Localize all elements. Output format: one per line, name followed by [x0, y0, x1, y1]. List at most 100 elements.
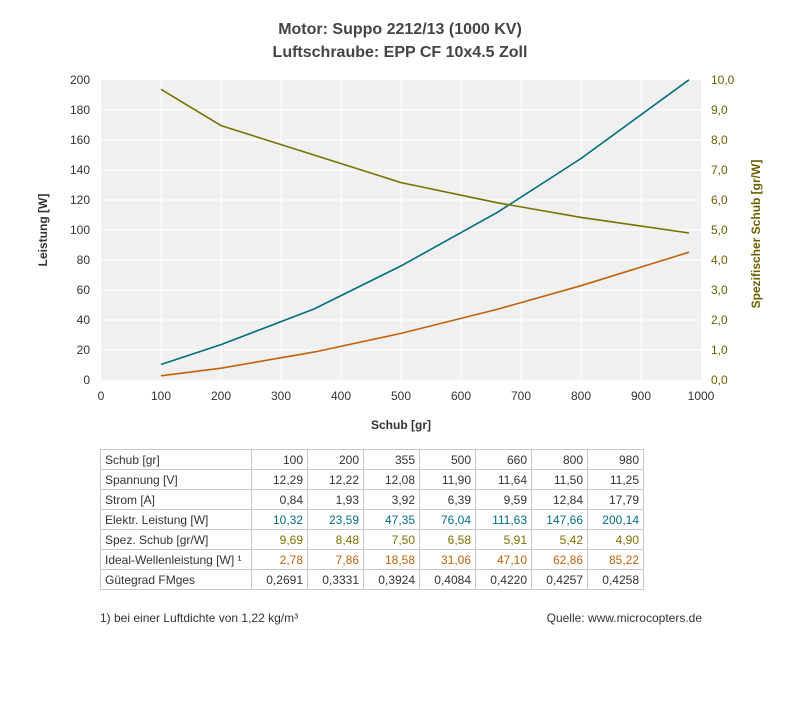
table-cell: 12,84	[531, 489, 588, 510]
y2-tick-label: 9,0	[711, 103, 728, 117]
table-cell: 17,79	[587, 489, 644, 510]
x-tick-label: 400	[331, 389, 351, 403]
row-label: Spez. Schub [gr/W]	[100, 529, 252, 550]
table-cell: 85,22	[587, 549, 644, 570]
table-cell: 8,48	[307, 529, 364, 550]
y2-tick-label: 7,0	[711, 163, 728, 177]
table-row: Strom [A] 0,84 1,93 3,92 6,39 9,59 12,84 17,79	[100, 489, 644, 510]
series-line-1	[160, 79, 690, 366]
axes: 0 100 200 300 400 500 600 700 800 900 1000 0 20 40 60 8…	[70, 73, 735, 403]
table-cell: 980	[587, 449, 644, 470]
table-cell: 9,69	[251, 529, 308, 550]
table-row: Elektr. Leistung [W] 10,32 23,59 47,35 76,04…	[100, 509, 644, 530]
table-cell: 7,50	[363, 529, 420, 550]
y-tick-label: 60	[77, 283, 91, 297]
chart-svg: 0 100 200 300 400 500 600 700 800 900 1000 0 20 40 60 8…	[36, 73, 763, 432]
table-cell: 100	[251, 449, 308, 470]
table-cell: 200	[307, 449, 364, 470]
table-cell: 5,91	[475, 529, 532, 550]
table-cell: 6,58	[419, 529, 476, 550]
table-cell: 0,4258	[587, 569, 644, 590]
y-tick-label: 200	[70, 73, 90, 87]
table-cell: 3,92	[363, 489, 420, 510]
table-cell: 12,29	[251, 469, 308, 490]
table-cell: 0,84	[251, 489, 308, 510]
table-cell: 800	[531, 449, 588, 470]
source-credit: Quelle: www.microcopters.de	[546, 611, 702, 625]
table-cell: 2,78	[251, 549, 308, 570]
table-cell: 0,4257	[531, 569, 588, 590]
y-tick-label: 140	[70, 163, 90, 177]
table-cell: 47,35	[363, 509, 420, 530]
table-cell: 47,10	[475, 549, 532, 570]
y2-tick-label: 6,0	[711, 193, 728, 207]
y-tick-label: 40	[77, 313, 91, 327]
table-cell: 23,59	[307, 509, 364, 530]
table-cell: 1,93	[307, 489, 364, 510]
title-line-2: Luftschraube: EPP CF 10x4.5 Zoll	[272, 44, 528, 61]
table-row: Ideal-Wellenleistung [W] ¹ 2,78 7,86 18,58 3…	[100, 549, 644, 570]
table-cell: 200,14	[587, 509, 644, 530]
y2-tick-label: 0,0	[711, 373, 728, 387]
x-tick-label: 500	[391, 389, 411, 403]
series-line-3	[160, 251, 690, 377]
table-cell: 12,22	[307, 469, 364, 490]
row-label: Gütegrad FMges	[100, 569, 252, 590]
table-row: Spez. Schub [gr/W] 9,69 8,48 7,50 6,58 5,91 5,…	[100, 529, 644, 550]
table-cell: 11,25	[587, 469, 644, 490]
y-tick-label: 80	[77, 253, 91, 267]
table-cell: 500	[419, 449, 476, 470]
table-cell: 111,63	[475, 509, 532, 530]
table-cell: 0,2691	[251, 569, 308, 590]
title-line-1: Motor: Suppo 2212/13 (1000 KV)	[278, 21, 522, 38]
y-tick-label: 160	[70, 133, 90, 147]
x-tick-label: 300	[271, 389, 291, 403]
series-lines	[160, 79, 690, 377]
table-cell: 7,86	[307, 549, 364, 570]
x-tick-label: 600	[451, 389, 471, 403]
y2-tick-label: 3,0	[711, 283, 728, 297]
y-tick-label: 0	[83, 373, 90, 387]
table-cell: 11,50	[531, 469, 588, 490]
row-label: Spannung [V]	[100, 469, 252, 490]
table-cell: 355	[363, 449, 420, 470]
y2-tick-label: 2,0	[711, 313, 728, 327]
x-tick-label: 1000	[688, 389, 715, 403]
x-tick-label: 700	[511, 389, 531, 403]
x-tick-label: 0	[98, 389, 105, 403]
table-row: Schub [gr] 100 200 355 500 660 800 980	[100, 449, 644, 470]
table-cell: 0,4084	[419, 569, 476, 590]
table-row: Gütegrad FMges 0,2691 0,3331 0,3924 0,4084 0,…	[100, 569, 644, 590]
table-cell: 12,08	[363, 469, 420, 490]
row-label: Ideal-Wellenleistung [W] ¹	[100, 549, 252, 570]
y2-tick-label: 5,0	[711, 223, 728, 237]
table-cell: 31,06	[419, 549, 476, 570]
table-cell: 62,86	[531, 549, 588, 570]
x-tick-label: 800	[571, 389, 591, 403]
table-row: Spannung [V] 12,29 12,22 12,08 11,90 11,64 11,…	[100, 469, 644, 490]
table-cell: 18,58	[363, 549, 420, 570]
y-tick-label: 120	[70, 193, 90, 207]
y2-tick-label: 8,0	[711, 133, 728, 147]
y-tick-label: 100	[70, 223, 90, 237]
y-axis-label: Leistung [W]	[36, 194, 50, 267]
table-cell: 6,39	[419, 489, 476, 510]
x-tick-label: 200	[211, 389, 231, 403]
footnote: 1) bei einer Luftdichte von 1,22 kg/m³	[100, 611, 299, 625]
y2-tick-label: 10,0	[711, 73, 735, 87]
row-label: Strom [A]	[100, 489, 252, 510]
row-label: Schub [gr]	[100, 449, 252, 470]
x-axis-label: Schub [gr]	[371, 418, 431, 432]
table-cell: 0,4220	[475, 569, 532, 590]
table-cell: 76,04	[419, 509, 476, 530]
table-cell: 10,32	[251, 509, 308, 530]
grid	[101, 80, 701, 380]
y-tick-label: 180	[70, 103, 90, 117]
table-cell: 5,42	[531, 529, 588, 550]
y-tick-label: 20	[77, 343, 91, 357]
table-cell: 660	[475, 449, 532, 470]
x-tick-label: 100	[151, 389, 171, 403]
y2-tick-label: 4,0	[711, 253, 728, 267]
x-tick-label: 900	[631, 389, 651, 403]
data-table: Schub [gr] 100 200 355 500 660 800 980 Spannung …	[100, 449, 644, 590]
